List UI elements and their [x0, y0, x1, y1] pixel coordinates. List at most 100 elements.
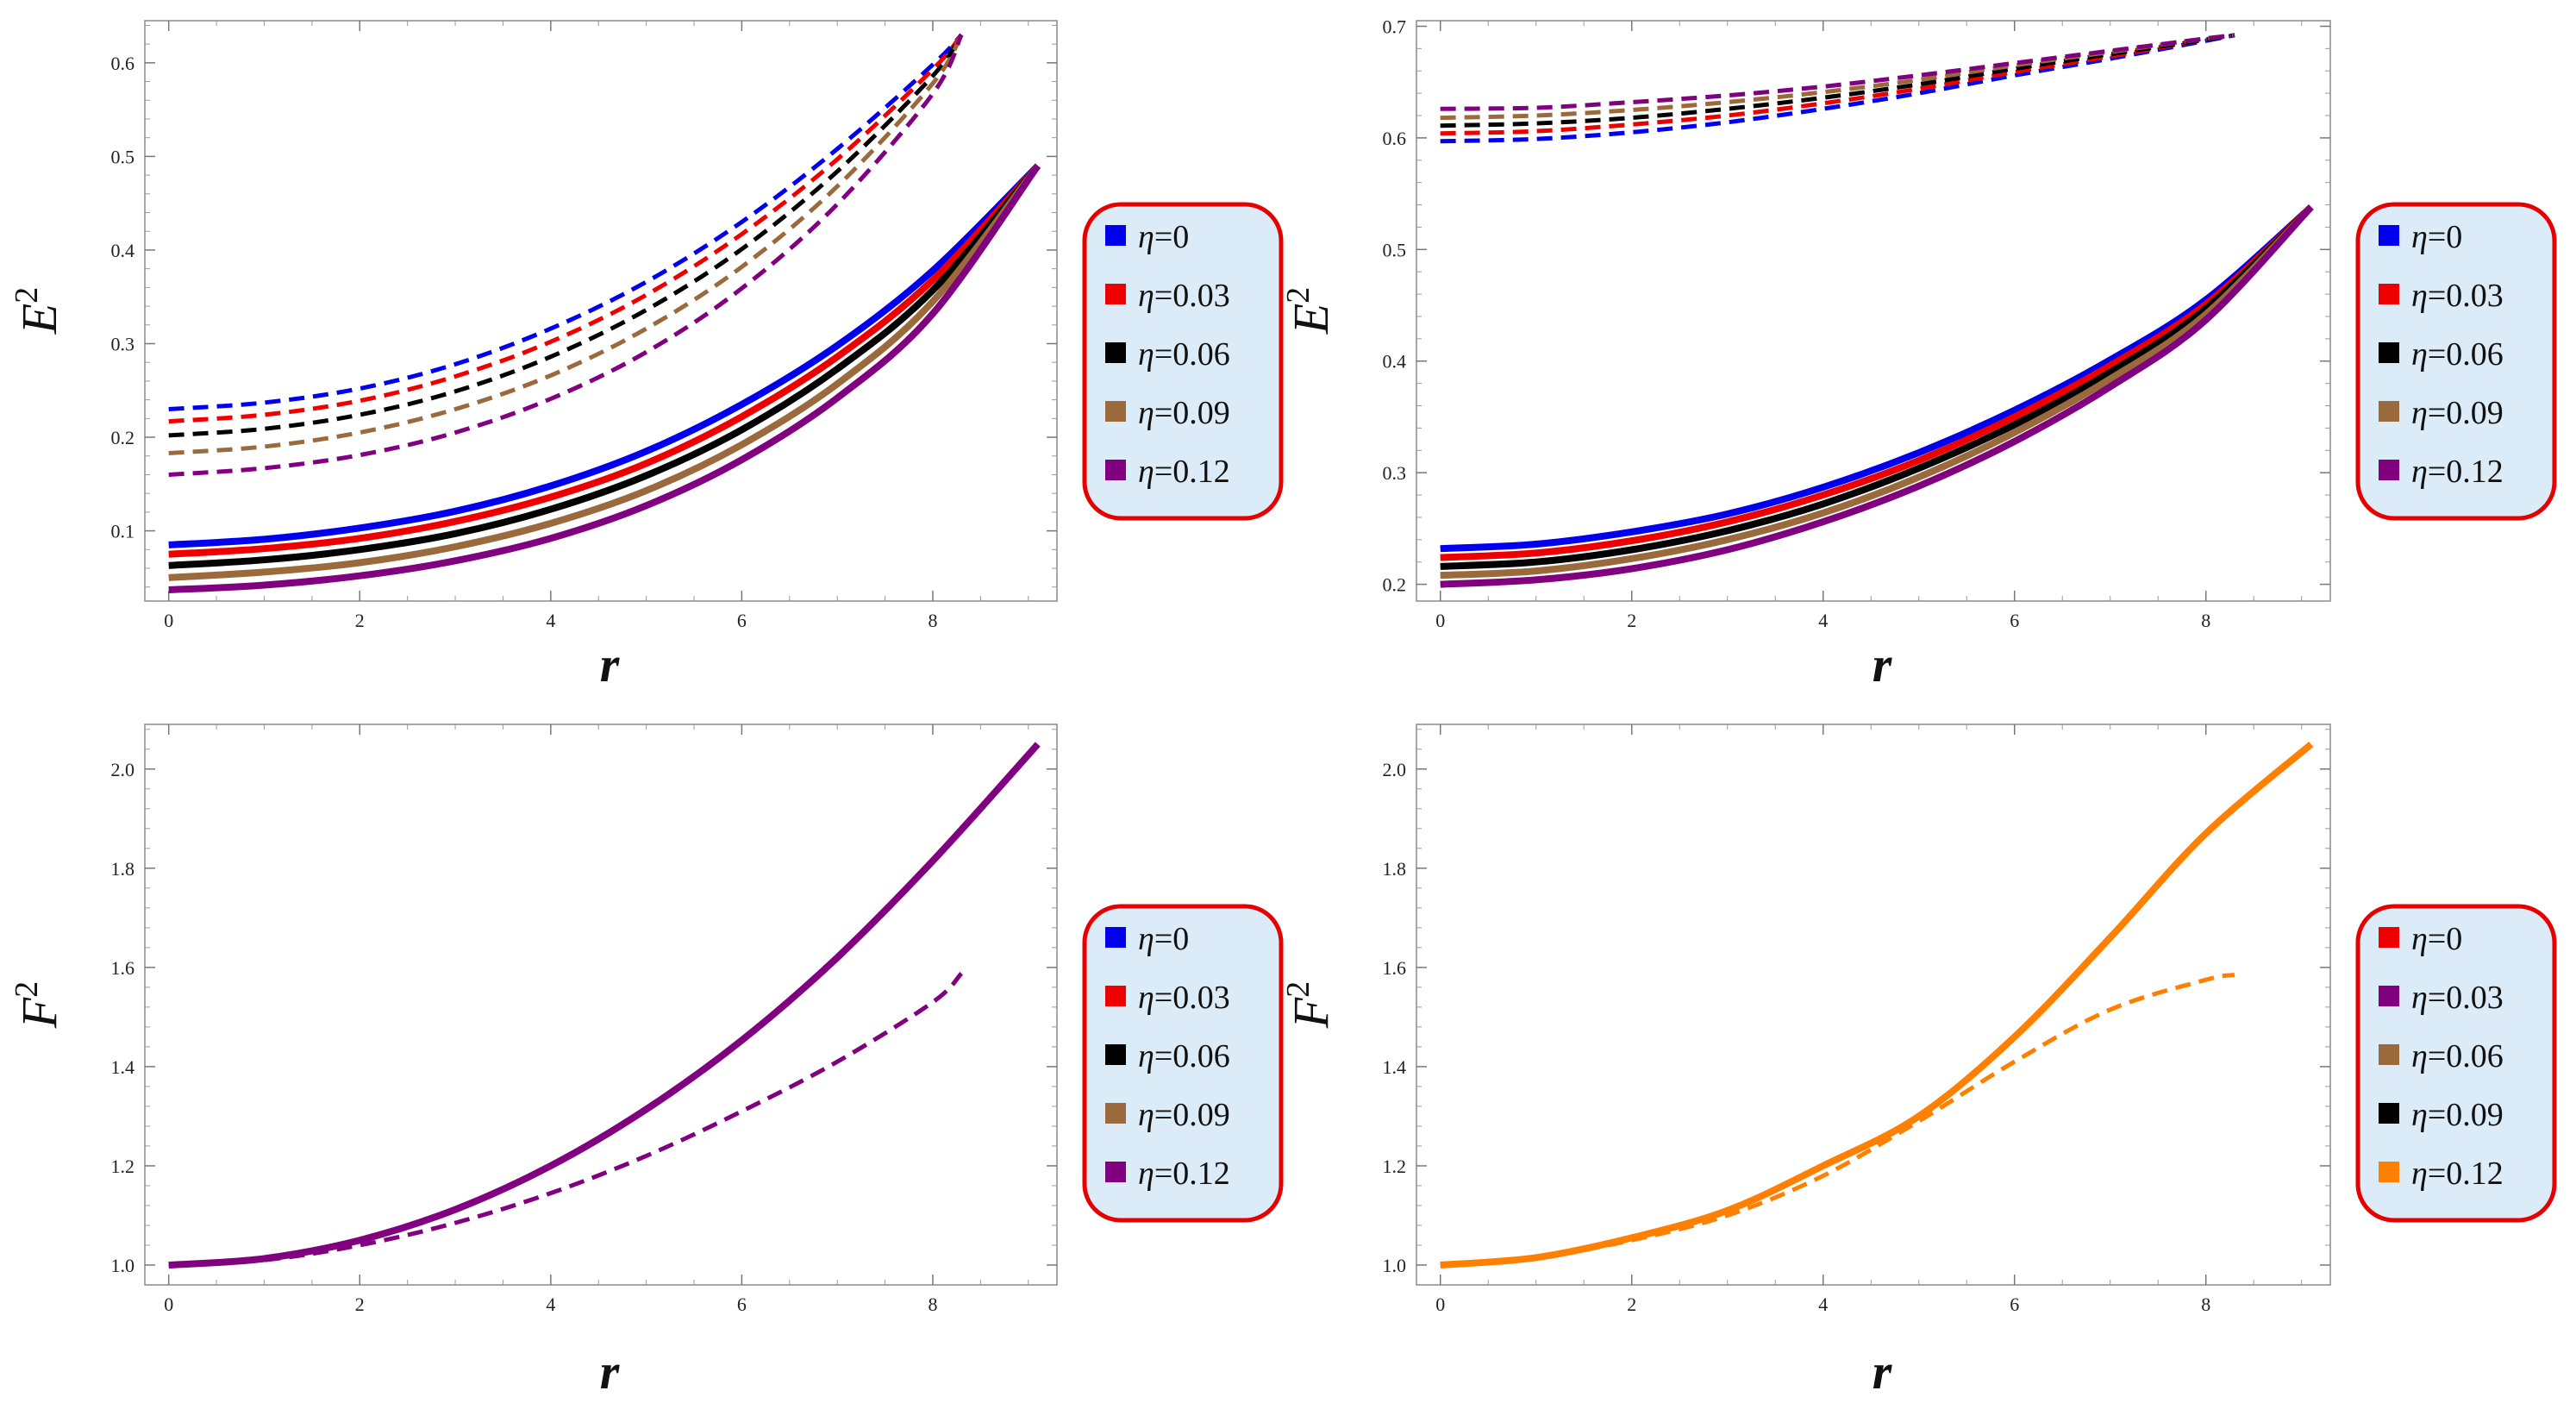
- y-tick-label: 0.3: [111, 333, 135, 354]
- legend-value: =0.03: [1154, 278, 1230, 314]
- legend-label: η=0: [1138, 921, 1189, 957]
- y-tick-label: 0.4: [1383, 351, 1407, 373]
- y-tick-label: 1.2: [111, 1156, 135, 1177]
- legend-label: η=0.03: [2411, 980, 2504, 1016]
- chart-panel-bottom-right: 0 2 4 6 81.01.21.41.61.82.0F2rη=0η=0.03η=0.0…: [1280, 724, 2557, 1400]
- series-line-solid-3: [168, 163, 1041, 581]
- legend-label: η=0.12: [1138, 454, 1230, 490]
- chart-panel-bottom-left: 0 2 4 6 81.01.21.41.61.82.0F2rη=0η=0.03η=0.0…: [9, 724, 1284, 1400]
- legend-value: =0.09: [1154, 1097, 1230, 1133]
- legend-label: η=0.06: [2411, 1038, 2504, 1074]
- y-axis-label: E2: [9, 287, 67, 335]
- legend-swatch: [1105, 1103, 1126, 1124]
- series-line-solid-0: [168, 742, 1041, 1269]
- legend-eta-symbol: η: [1138, 395, 1154, 431]
- legend-eta-symbol: η: [1138, 921, 1154, 957]
- legend-eta-symbol: η: [2411, 921, 2428, 957]
- series-line-solid-2: [1440, 204, 2314, 570]
- legend-swatch: [1105, 927, 1126, 948]
- legend-swatch: [2379, 927, 2399, 948]
- legend-value: =0.06: [2428, 1038, 2504, 1074]
- y-tick-label: 0.6: [111, 53, 135, 74]
- series-line-solid-0: [1440, 741, 2314, 1269]
- legend-eta-symbol: η: [1138, 219, 1154, 255]
- y-tick-label: 0.5: [1383, 239, 1407, 260]
- legend-value: =0.06: [1154, 1038, 1230, 1074]
- legend-eta-symbol: η: [2411, 395, 2428, 431]
- series-line-dashed-8: [168, 34, 964, 455]
- series-line-solid-1: [168, 163, 1041, 558]
- x-tick-label: 0: [1435, 610, 1445, 631]
- y-tick-label: 0.1: [111, 521, 135, 542]
- y-axis-superscript: 2: [1280, 981, 1316, 998]
- legend-value: =0: [2428, 219, 2462, 255]
- y-tick-label: 1.8: [111, 858, 135, 880]
- legend-box: [2355, 202, 2557, 521]
- legend-value: =0.12: [2428, 454, 2504, 490]
- plot-frame: [144, 20, 1058, 602]
- legend-label: η=0.12: [1138, 1156, 1230, 1192]
- legend-label: η=0.12: [2411, 454, 2504, 490]
- legend-swatch: [2379, 1103, 2399, 1124]
- legend-value: =0.12: [2428, 1156, 2504, 1192]
- legend-swatch: [1105, 986, 1126, 1006]
- legend-label: η=0.03: [1138, 980, 1230, 1016]
- legend-value: =0.03: [1154, 980, 1230, 1016]
- legend-value: =0.06: [2428, 336, 2504, 373]
- x-tick-label: 2: [355, 1294, 365, 1315]
- legend-box: [2355, 904, 2557, 1223]
- legend-eta-symbol: η: [2411, 336, 2428, 373]
- legend-label: η=0.03: [2411, 278, 2504, 314]
- y-axis-superscript: 2: [1280, 287, 1316, 304]
- series-line-solid-1: [1440, 204, 2314, 561]
- legend-swatch: [1105, 225, 1126, 246]
- legend-value: =0: [2428, 921, 2462, 957]
- legend-eta-symbol: η: [2411, 278, 2428, 314]
- y-tick-label: 1.6: [1383, 957, 1407, 979]
- y-axis-label: F2: [1280, 981, 1339, 1029]
- y-tick-label: 0.3: [1383, 462, 1407, 484]
- series-line-dashed-1: [168, 972, 964, 1268]
- legend-eta-symbol: η: [2411, 454, 2428, 490]
- y-tick-label: 1.0: [1383, 1255, 1407, 1276]
- legend-swatch: [2379, 1162, 2399, 1182]
- x-tick-label: 2: [1627, 1294, 1636, 1315]
- legend-eta-symbol: η: [1138, 454, 1154, 490]
- legend-label: η=0.06: [2411, 336, 2504, 373]
- legend: η=0η=0.03η=0.06η=0.09η=0.12: [1082, 904, 1284, 1223]
- x-tick-label: 0: [1435, 1294, 1445, 1315]
- legend-swatch: [2379, 284, 2399, 304]
- x-tick-label: 0: [164, 1294, 173, 1315]
- legend-value: =0.03: [2428, 980, 2504, 1016]
- legend-label: η=0.12: [2411, 1156, 2504, 1192]
- legend-label: η=0.03: [1138, 278, 1230, 314]
- y-axis-letter: E: [1283, 304, 1339, 335]
- legend-swatch: [1105, 1044, 1126, 1065]
- x-axis-label: r: [600, 1344, 620, 1400]
- legend-eta-symbol: η: [2411, 1097, 2428, 1133]
- legend-swatch: [2379, 1044, 2399, 1065]
- y-tick-label: 1.6: [111, 957, 135, 979]
- legend-label: η=0: [2411, 219, 2462, 255]
- x-tick-label: 0: [164, 610, 173, 631]
- y-tick-label: 0.2: [111, 427, 135, 448]
- legend-swatch: [2379, 401, 2399, 422]
- y-tick-label: 2.0: [1383, 759, 1407, 780]
- legend-box: [1082, 202, 1284, 521]
- x-tick-label: 6: [2010, 610, 2019, 631]
- legend: η=0η=0.03η=0.06η=0.09η=0.12: [2355, 904, 2557, 1223]
- series-line-solid-0: [168, 163, 1041, 548]
- y-axis-label: F2: [9, 981, 67, 1029]
- legend-swatch: [1105, 401, 1126, 422]
- legend-label: η=0.06: [1138, 1038, 1230, 1074]
- y-tick-label: 1.8: [1383, 858, 1407, 880]
- series-line-dashed-5: [168, 33, 964, 411]
- plot-frame: [144, 724, 1058, 1286]
- series-line-solid-0: [1440, 204, 2314, 553]
- legend-value: =0: [1154, 219, 1189, 255]
- legend: η=0η=0.03η=0.06η=0.09η=0.12: [1082, 202, 1284, 521]
- y-tick-label: 0.4: [111, 240, 135, 261]
- legend-label: η=0.06: [1138, 336, 1230, 373]
- x-tick-label: 4: [1818, 1294, 1828, 1315]
- legend-eta-symbol: η: [1138, 1156, 1154, 1192]
